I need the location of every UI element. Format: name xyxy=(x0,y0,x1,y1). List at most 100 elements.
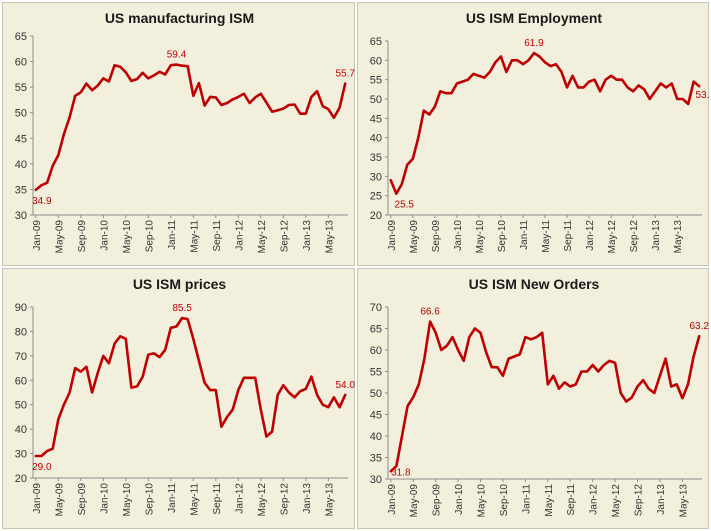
x-tick-label: Jan-11 xyxy=(519,220,530,250)
chart-title: US ISM prices xyxy=(133,276,227,292)
series-line xyxy=(389,320,701,473)
x-tick-label: May-10 xyxy=(122,483,133,517)
y-tick-label: 35 xyxy=(15,184,27,196)
x-tick-label: Jan-10 xyxy=(99,483,110,514)
data-label: 31.8 xyxy=(391,467,411,478)
x-tick-label: Jan-09 xyxy=(387,220,398,251)
x-tick-label: Sep-11 xyxy=(212,483,223,515)
data-label: 55.7 xyxy=(335,69,355,80)
y-tick-label: 50 xyxy=(370,388,382,400)
chart-panel-ism-new-orders: US ISM New Orders 30 35 40 45 50 55 60 65 70 Jan-0… xyxy=(357,268,709,529)
series-line xyxy=(389,51,701,195)
x-tick-label: Sep-12 xyxy=(634,484,645,517)
y-tick-label: 20 xyxy=(15,473,27,485)
x-tick-label: Sep-10 xyxy=(497,220,508,253)
x-tick-label: May-09 xyxy=(54,220,65,254)
data-label: 34.9 xyxy=(32,196,52,207)
x-tick-label: Jan-12 xyxy=(234,220,245,251)
x-tick-label: May-11 xyxy=(189,483,200,516)
chart-title: US ISM Employment xyxy=(466,10,602,26)
y-tick-label: 65 xyxy=(370,324,382,336)
y-tick-label: 45 xyxy=(370,113,382,125)
y-tick-label: 65 xyxy=(15,31,27,43)
x-tick-label: Jan-11 xyxy=(521,484,532,514)
y-tick-label: 30 xyxy=(370,474,382,486)
x-tick-label: May-11 xyxy=(544,484,555,517)
y-tick-label: 45 xyxy=(15,133,27,145)
x-tick-label: Sep-09 xyxy=(77,483,88,516)
x-tick-label: May-10 xyxy=(475,220,486,254)
x-tick-label: Sep-10 xyxy=(499,484,510,517)
data-label: 54.0 xyxy=(335,380,355,391)
x-tick-label: Jan-12 xyxy=(585,220,596,251)
x-tick-label: May-13 xyxy=(324,220,335,254)
x-tick-label: Sep-11 xyxy=(563,220,574,252)
y-tick-label: 50 xyxy=(15,400,27,412)
x-tick-label: May-09 xyxy=(409,484,420,518)
x-tick-label: Sep-12 xyxy=(279,220,290,253)
y-tick-label: 40 xyxy=(15,159,27,171)
x-tick-label: Sep-09 xyxy=(432,484,443,517)
y-tick-label: 55 xyxy=(370,75,382,87)
x-tick-label: May-10 xyxy=(122,220,133,254)
x-tick-label: Jan-10 xyxy=(454,484,465,515)
data-label: 53.3 xyxy=(696,90,710,101)
y-tick-label: 70 xyxy=(15,351,27,363)
y-tick-label: 60 xyxy=(370,345,382,357)
y-tick-label: 35 xyxy=(370,152,382,164)
chart-svg: US manufacturing ISM 30 35 40 45 50 55 60 65 Jan-… xyxy=(15,10,356,254)
chart-title: US manufacturing ISM xyxy=(105,10,254,26)
x-tick-label: Sep-11 xyxy=(566,484,577,516)
x-tick-label: Jan-13 xyxy=(651,220,662,251)
x-tick-label: Jan-13 xyxy=(302,483,313,514)
chart-title: US ISM New Orders xyxy=(469,276,600,292)
x-tick-label: Sep-10 xyxy=(144,483,155,516)
y-tick-label: 20 xyxy=(370,210,382,222)
data-label: 29.0 xyxy=(32,462,52,473)
data-label: 66.6 xyxy=(420,307,440,318)
data-label: 85.5 xyxy=(172,303,192,314)
x-tick-label: Jan-09 xyxy=(32,483,43,514)
chart-svg: US ISM New Orders 30 35 40 45 50 55 60 65 70 Jan-0… xyxy=(370,276,710,518)
data-label: 63.2 xyxy=(689,321,709,332)
x-tick-label: Jan-11 xyxy=(167,220,178,250)
y-tick-label: 25 xyxy=(370,191,382,203)
x-tick-label: Jan-09 xyxy=(387,484,398,515)
y-tick-label: 80 xyxy=(15,326,27,338)
y-tick-label: 30 xyxy=(370,171,382,183)
x-tick-label: May-09 xyxy=(409,220,420,254)
x-tick-label: Sep-09 xyxy=(431,220,442,253)
y-tick-label: 90 xyxy=(15,302,27,314)
chart-svg: US ISM Employment 20 25 30 35 40 45 50 55 60 65 Jan… xyxy=(370,10,710,254)
x-tick-label: Sep-11 xyxy=(212,220,223,252)
x-tick-label: May-12 xyxy=(257,220,268,254)
y-tick-label: 55 xyxy=(370,367,382,379)
x-tick-label: Sep-12 xyxy=(629,220,640,253)
x-tick-label: Jan-11 xyxy=(167,483,178,513)
series-line xyxy=(34,316,347,458)
x-tick-label: Jan-13 xyxy=(302,220,313,251)
chart-panel-ism-prices: US ISM prices 20 30 40 50 60 70 80 90 Jan-09 May-0… xyxy=(2,268,355,529)
x-tick-label: Jan-12 xyxy=(589,484,600,515)
y-tick-label: 50 xyxy=(15,108,27,120)
y-tick-label: 60 xyxy=(15,375,27,387)
y-tick-label: 60 xyxy=(370,55,382,67)
x-tick-label: May-11 xyxy=(189,220,200,253)
y-tick-label: 70 xyxy=(370,302,382,314)
y-tick-label: 40 xyxy=(370,133,382,145)
x-tick-label: Jan-10 xyxy=(453,220,464,251)
x-tick-label: Sep-09 xyxy=(77,220,88,253)
y-tick-label: 40 xyxy=(15,424,27,436)
x-tick-label: May-13 xyxy=(673,220,684,254)
x-tick-label: Jan-10 xyxy=(99,220,110,251)
x-tick-label: May-12 xyxy=(607,220,618,254)
x-tick-label: Jan-12 xyxy=(234,483,245,514)
y-tick-label: 50 xyxy=(370,94,382,106)
x-tick-label: May-13 xyxy=(678,484,689,518)
y-tick-label: 65 xyxy=(370,36,382,48)
chart-panel-ism-employment: US ISM Employment 20 25 30 35 40 45 50 55 60 65 Jan… xyxy=(357,2,710,266)
y-tick-label: 40 xyxy=(370,431,382,443)
y-tick-label: 30 xyxy=(15,210,27,222)
y-tick-label: 35 xyxy=(370,453,382,465)
